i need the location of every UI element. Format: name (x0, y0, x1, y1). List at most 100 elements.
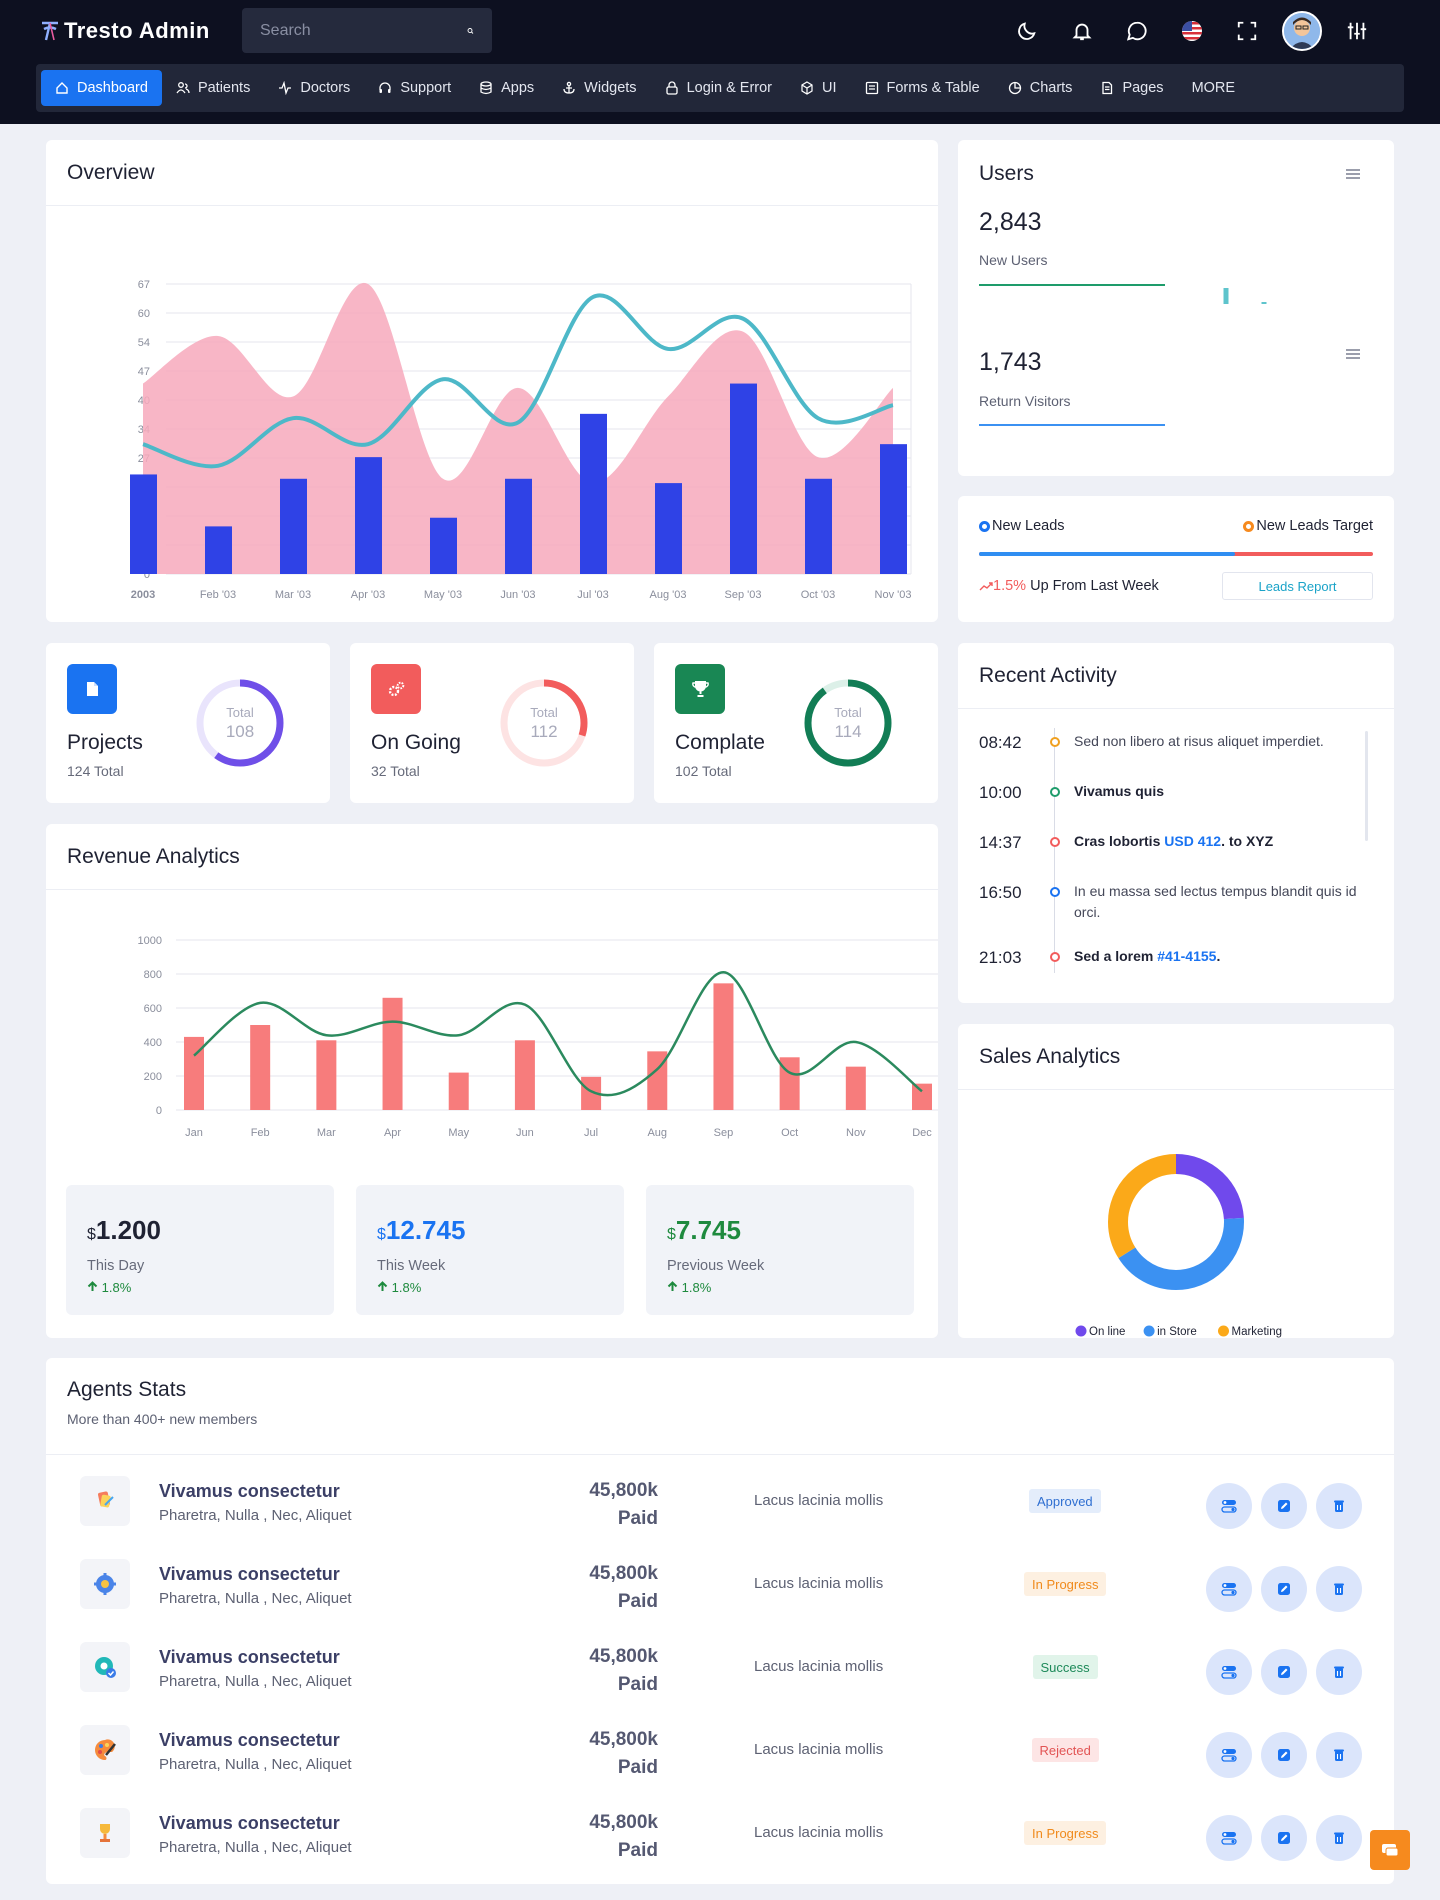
settings-button[interactable] (1329, 8, 1384, 53)
fullscreen-button[interactable] (1219, 8, 1274, 53)
agent-toggle-button[interactable] (1206, 1732, 1252, 1778)
agent-row: Vivamus consectetur Pharetra, Nulla , Nec… (46, 1629, 1394, 1712)
search-input[interactable] (260, 21, 467, 40)
agent-toggle-button[interactable] (1206, 1566, 1252, 1612)
sales-legend-label[interactable]: On line (1089, 1326, 1125, 1338)
leads-progress-fill (979, 552, 1236, 556)
agent-amount: 45,800k Paid (516, 1560, 658, 1616)
agent-name[interactable]: Vivamus consectetur (159, 1481, 340, 1501)
nav-support[interactable]: Support (364, 70, 465, 106)
activity-link[interactable]: #41-4155 (1157, 948, 1217, 964)
nav-label: Charts (1029, 80, 1073, 96)
overview-x-tick: Feb '03 (200, 589, 236, 601)
search-box[interactable] (242, 8, 492, 53)
revenue-y-tick: 0 (156, 1105, 162, 1117)
agent-row: Vivamus consectetur Pharetra, Nulla , Nec… (46, 1795, 1394, 1878)
trash-icon (1334, 1583, 1344, 1595)
edit-icon (1278, 1583, 1290, 1595)
project-bar (130, 474, 157, 574)
search-icon[interactable] (467, 24, 474, 38)
stat-ring: Total 112 (498, 677, 590, 769)
visitors-menu-icon[interactable] (1346, 348, 1360, 360)
messages-button[interactable] (1109, 8, 1164, 53)
agent-name[interactable]: Vivamus consectetur (159, 1730, 340, 1750)
dark-mode-toggle[interactable] (999, 8, 1054, 53)
revenue-y-tick: 800 (144, 969, 162, 981)
sales-legend-label[interactable]: in Store (1157, 1326, 1197, 1338)
nav-patients[interactable]: Patients (162, 70, 264, 106)
agent-edit-button[interactable] (1261, 1815, 1307, 1861)
file-icon (1102, 81, 1113, 95)
stat-subtitle: 32 Total (371, 763, 420, 779)
nav-ui[interactable]: UI (786, 70, 851, 106)
agent-edit-button[interactable] (1261, 1566, 1307, 1612)
revenue-x-tick: Mar (317, 1127, 336, 1139)
activity-time: 21:03 (979, 948, 1022, 967)
agent-delete-button[interactable] (1316, 1649, 1362, 1695)
overview-y-tick: 0 (144, 569, 150, 581)
activity-time: 16:50 (979, 883, 1022, 902)
agent-edit-button[interactable] (1261, 1483, 1307, 1529)
return-visitors-underline (979, 424, 1165, 426)
activity-icon (279, 81, 292, 95)
nav-charts[interactable]: Charts (994, 70, 1087, 106)
revenue-x-tick: Oct (781, 1127, 798, 1139)
nav-login-error[interactable]: Login & Error (651, 70, 786, 106)
database-icon (480, 81, 492, 95)
notifications-button[interactable] (1054, 8, 1109, 53)
profile-button[interactable] (1274, 8, 1329, 53)
nav-label: UI (822, 80, 837, 96)
agent-delete-button[interactable] (1316, 1815, 1362, 1861)
revenue-bar (581, 1076, 602, 1110)
users-menu-icon[interactable] (1346, 168, 1360, 180)
leads-progress-track (979, 552, 1373, 556)
nav-more[interactable]: MORE (1178, 70, 1250, 106)
stat-subtitle: 124 Total (67, 763, 124, 779)
project-bar (205, 526, 232, 574)
paint-icon (98, 1491, 114, 1508)
agent-delete-button[interactable] (1316, 1732, 1362, 1778)
app-logo[interactable]: Tresto Admin (40, 14, 210, 48)
sales-legend-dot (1218, 1325, 1229, 1337)
sales-legend-label[interactable]: Marketing (1232, 1326, 1283, 1338)
agent-status-badge: In Progress (1024, 1821, 1107, 1845)
agent-avatar (80, 1725, 130, 1775)
nav-forms-table[interactable]: Forms & Table (851, 70, 994, 106)
activity-time: 10:00 (979, 783, 1022, 802)
agent-name[interactable]: Vivamus consectetur (159, 1647, 340, 1667)
revenue-change: 1.8% (87, 1280, 313, 1295)
activity-time: 08:42 (979, 733, 1022, 752)
agent-edit-button[interactable] (1261, 1732, 1307, 1778)
agent-edit-button[interactable] (1261, 1649, 1307, 1695)
revenue-bar (514, 1040, 535, 1110)
headphones-icon (379, 82, 391, 93)
nav-doctors[interactable]: Doctors (264, 70, 364, 106)
language-button[interactable] (1164, 8, 1219, 53)
revenue-bar (184, 1036, 204, 1110)
agent-toggle-button[interactable] (1206, 1483, 1252, 1529)
agent-name[interactable]: Vivamus consectetur (159, 1813, 340, 1833)
nav-label: Support (400, 80, 452, 96)
revenue-bar (713, 983, 734, 1110)
chat-float-button[interactable] (1370, 1830, 1410, 1870)
stat-ring-label: Total (834, 704, 862, 720)
activity-dot (1050, 737, 1060, 747)
nav-apps[interactable]: Apps (465, 70, 548, 106)
bell-icon (1071, 23, 1092, 40)
agent-delete-button[interactable] (1316, 1483, 1362, 1529)
nav-widgets[interactable]: Widgets (548, 70, 650, 106)
users-icon (176, 82, 190, 94)
activity-scrollbar[interactable] (1365, 731, 1368, 841)
revenue-summary-box: $12.745 This Week 1.8% (356, 1185, 624, 1315)
nav-dashboard[interactable]: Dashboard (41, 70, 162, 106)
leads-report-button[interactable]: Leads Report (1222, 572, 1373, 600)
activity-link[interactable]: USD 412 (1164, 833, 1222, 849)
agent-toggle-button[interactable] (1206, 1815, 1252, 1861)
overview-x-tick: Oct '03 (801, 589, 836, 601)
agent-toggle-button[interactable] (1206, 1649, 1252, 1695)
agent-delete-button[interactable] (1316, 1566, 1362, 1612)
nav-label: Doctors (300, 80, 351, 96)
agent-name[interactable]: Vivamus consectetur (159, 1564, 340, 1584)
nav-pages[interactable]: Pages (1086, 70, 1177, 106)
revenue-chart: 0 200 400 600 800 1000 Jan Feb Mar Apr May Jun Jul Au… (138, 935, 938, 1139)
